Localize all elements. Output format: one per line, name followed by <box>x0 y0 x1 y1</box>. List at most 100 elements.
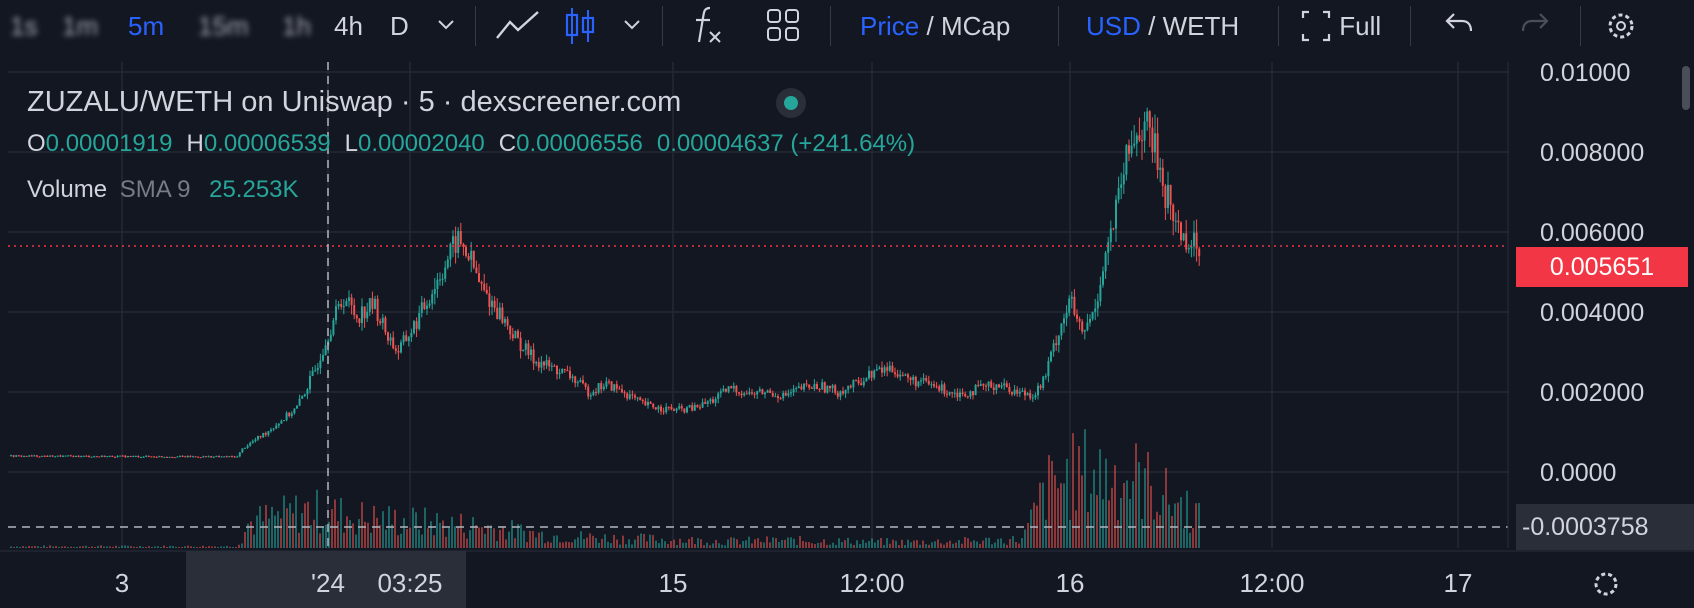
layouts-button[interactable] <box>766 0 800 52</box>
candle <box>36 455 38 458</box>
volume-bar <box>550 542 552 548</box>
candle <box>808 384 811 391</box>
interval-1h[interactable]: 1h <box>282 11 311 41</box>
candle <box>324 339 327 356</box>
candle-body <box>36 455 38 457</box>
candle <box>285 411 288 422</box>
candle <box>597 382 600 395</box>
candle <box>608 378 610 385</box>
interval-1s[interactable]: 1s <box>10 11 38 41</box>
candle <box>618 385 621 390</box>
candle <box>849 384 852 389</box>
candle-body <box>290 413 293 416</box>
price-mcap-toggle[interactable]: Price / MCap <box>860 0 1010 52</box>
candle <box>358 318 361 328</box>
candle <box>818 387 821 393</box>
candle <box>628 390 631 401</box>
currency-toggle[interactable]: USD / WETH <box>1086 0 1239 52</box>
volume-bar <box>367 522 369 548</box>
indicators-button[interactable] <box>690 0 726 52</box>
candle-body <box>873 370 876 378</box>
candle <box>51 455 54 457</box>
candle <box>1081 319 1084 335</box>
candle-body <box>140 457 142 459</box>
volume-bar <box>979 543 981 548</box>
volume-bar <box>451 516 453 548</box>
candle-body <box>64 455 67 457</box>
top-toolbar: 1s 1m 5m 15m 1h 4h D Price / MCap USD / … <box>0 0 1694 52</box>
candle-body <box>194 456 197 458</box>
candle-body <box>358 318 361 324</box>
settings-button[interactable] <box>1604 0 1638 52</box>
interval-15m[interactable]: 15m <box>198 11 249 41</box>
candle-body <box>322 355 324 361</box>
candle-body <box>1003 383 1006 386</box>
volume-bar <box>454 526 456 548</box>
candle <box>896 369 899 379</box>
candle <box>322 348 324 362</box>
volume-bar <box>46 547 48 548</box>
interval-dropdown[interactable] <box>434 0 458 52</box>
candle <box>1109 220 1112 251</box>
candle-body <box>426 305 428 309</box>
volume-bar <box>1087 512 1089 548</box>
interval-5m[interactable]: 5m <box>128 11 165 41</box>
candle <box>1070 291 1073 309</box>
candle-body <box>1011 392 1013 395</box>
candle <box>374 295 376 310</box>
candle-body <box>275 425 278 429</box>
interval-d[interactable]: D <box>390 11 409 41</box>
candle-body <box>1190 246 1193 249</box>
candle <box>1047 356 1050 383</box>
volume-bar <box>349 520 351 548</box>
interval-1m[interactable]: 1m <box>62 11 99 41</box>
volume-bar <box>1093 469 1095 548</box>
volume-bar <box>442 520 444 548</box>
candle-body <box>116 455 119 458</box>
candle-body <box>309 375 311 390</box>
candle-body <box>272 428 275 430</box>
candle <box>43 455 46 457</box>
candle-chart-button[interactable] <box>564 0 598 52</box>
candle-body <box>1154 133 1156 153</box>
volume-bar <box>19 547 21 548</box>
volume-bar <box>967 538 969 548</box>
candle-body <box>231 456 233 458</box>
candle <box>376 295 379 326</box>
candle <box>1034 392 1037 400</box>
candle <box>823 381 826 394</box>
volume-bar <box>823 539 825 548</box>
candle <box>1151 117 1154 163</box>
fullscreen-button[interactable]: Full <box>1300 0 1381 52</box>
candle-body <box>857 380 860 384</box>
candle-body <box>1141 140 1143 142</box>
chart-type-dropdown[interactable] <box>620 0 644 52</box>
candle-body <box>1034 395 1037 398</box>
volume-bar <box>1168 504 1170 548</box>
candle-body <box>62 455 64 457</box>
candle-body <box>576 382 579 384</box>
redo-button[interactable] <box>1518 0 1552 52</box>
candle <box>90 456 93 458</box>
line-chart-button[interactable] <box>494 0 544 52</box>
candle <box>964 391 967 398</box>
candle <box>212 456 215 459</box>
volume-bar <box>1147 451 1149 548</box>
candle-body <box>769 390 772 394</box>
undo-button[interactable] <box>1442 0 1476 52</box>
candle <box>228 455 231 458</box>
volume-bar <box>1138 462 1140 548</box>
candle-body <box>353 305 356 316</box>
interval-4h[interactable]: 4h <box>334 11 363 41</box>
volume-bar <box>949 540 951 548</box>
candle <box>106 456 109 458</box>
toolbar-divider <box>662 6 663 46</box>
candle <box>725 388 727 393</box>
candle <box>506 316 509 330</box>
candle-body <box>33 455 36 457</box>
candle-body <box>797 386 800 389</box>
axis-settings-icon[interactable] <box>1594 572 1618 596</box>
candle-body <box>387 332 389 341</box>
candle-body <box>223 456 226 458</box>
